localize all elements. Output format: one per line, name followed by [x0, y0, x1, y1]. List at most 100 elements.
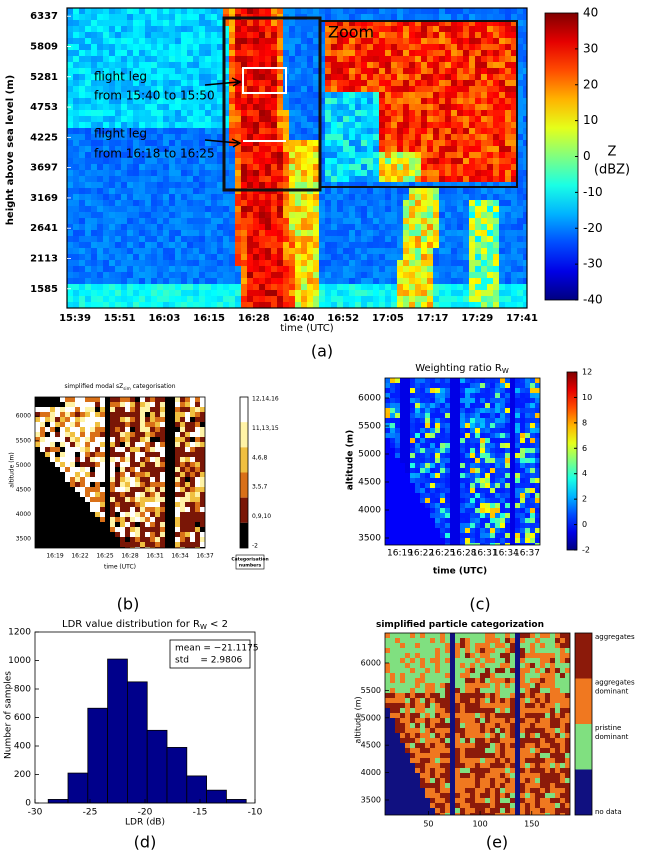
pixel	[121, 38, 127, 44]
pixel	[247, 176, 253, 182]
pixel	[301, 302, 307, 308]
pixel	[379, 44, 385, 50]
pixel	[75, 402, 80, 407]
pixel	[169, 254, 175, 260]
pixel	[85, 50, 91, 56]
pixel	[385, 302, 391, 308]
pixel	[195, 407, 200, 412]
pixel	[481, 200, 487, 206]
pixel	[307, 80, 313, 86]
pixel	[151, 86, 157, 92]
pixel	[337, 242, 343, 248]
pixel	[253, 50, 259, 56]
pixel	[331, 290, 337, 296]
pixel	[313, 32, 319, 38]
pixel	[349, 122, 355, 128]
pixel	[421, 98, 427, 104]
pixel	[103, 26, 109, 32]
pixel	[349, 164, 355, 170]
pixel	[160, 497, 165, 502]
pixel	[103, 266, 109, 272]
pixel	[85, 402, 90, 407]
pixel	[307, 296, 313, 302]
pixel	[259, 152, 265, 158]
pixel	[60, 547, 65, 548]
pixel	[343, 260, 349, 266]
pixel	[190, 447, 195, 452]
pixel	[185, 437, 190, 442]
pixel	[145, 182, 151, 188]
pixel	[295, 194, 301, 200]
pixel	[487, 164, 493, 170]
pixel	[223, 32, 229, 38]
pixel	[307, 68, 313, 74]
pixel	[397, 110, 403, 116]
pixel	[379, 236, 385, 242]
pixel	[169, 44, 175, 50]
pixel	[295, 128, 301, 134]
pixel	[115, 20, 121, 26]
pixel	[79, 152, 85, 158]
pixel	[367, 8, 373, 14]
pixel	[170, 427, 175, 432]
pixel	[469, 224, 475, 230]
annotation: flight leg	[94, 70, 147, 84]
pixel	[155, 502, 160, 507]
pixel	[67, 260, 73, 266]
pixel	[235, 20, 241, 26]
pixel	[127, 98, 133, 104]
pixel	[331, 32, 337, 38]
pixel	[127, 20, 133, 26]
pixel	[445, 14, 451, 20]
pixel	[259, 230, 265, 236]
pixel	[73, 128, 79, 134]
pixel	[415, 230, 421, 236]
pixel	[181, 278, 187, 284]
pixel	[295, 272, 301, 278]
pixel	[90, 412, 95, 417]
pixel	[355, 302, 361, 308]
pixel	[205, 260, 211, 266]
pixel	[379, 20, 385, 26]
pixel	[421, 68, 427, 74]
pixel	[457, 230, 463, 236]
pixel	[60, 497, 65, 502]
pixel	[163, 122, 169, 128]
pixel	[433, 14, 439, 20]
pixel	[105, 537, 110, 542]
pixel	[223, 146, 229, 152]
pixel	[265, 146, 271, 152]
pixel	[155, 482, 160, 487]
pixel	[75, 397, 80, 402]
pixel	[60, 447, 65, 452]
pixel	[223, 272, 229, 278]
pixel	[60, 457, 65, 462]
pixel	[331, 212, 337, 218]
pixel	[135, 447, 140, 452]
pixel	[415, 260, 421, 266]
pixel	[73, 284, 79, 290]
pixel	[463, 278, 469, 284]
pixel	[55, 442, 60, 447]
pixel	[140, 452, 145, 457]
pixel	[319, 110, 325, 116]
pixel	[259, 74, 265, 80]
pixel	[241, 128, 247, 134]
pixel	[150, 472, 155, 477]
pixel	[505, 26, 511, 32]
pixel	[80, 537, 85, 542]
pixel	[343, 182, 349, 188]
pixel	[397, 44, 403, 50]
pixel	[421, 44, 427, 50]
pixel	[343, 152, 349, 158]
pixel	[205, 134, 211, 140]
pixel	[73, 200, 79, 206]
pixel	[50, 517, 55, 522]
pixel	[85, 146, 91, 152]
pixel	[265, 74, 271, 80]
pixel	[481, 188, 487, 194]
pixel	[109, 296, 115, 302]
pixel	[200, 402, 205, 407]
pixel	[367, 182, 373, 188]
pixel	[151, 56, 157, 62]
